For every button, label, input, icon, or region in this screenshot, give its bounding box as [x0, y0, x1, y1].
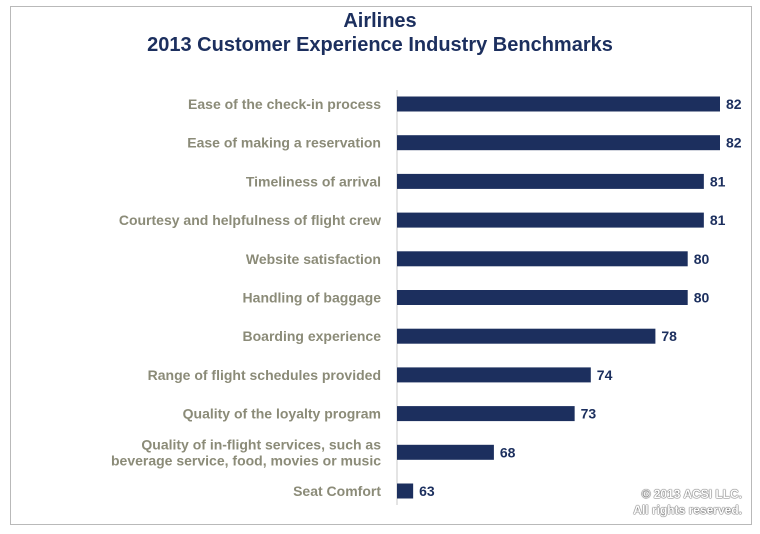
value-label: 74: [597, 367, 613, 383]
value-label: 78: [661, 328, 677, 344]
copyright-watermark: © 2013 ACSI LLC. All rights reserved.: [633, 486, 742, 518]
value-label: 73: [581, 406, 597, 422]
category-label: Handling of baggage: [243, 290, 382, 306]
value-labels-group: 82 82 81 81 80 80 78 74 73 68 63: [419, 96, 742, 499]
copyright-line-1: © 2013 ACSI LLC.: [641, 487, 742, 501]
bar: [397, 328, 656, 344]
bar: [397, 444, 494, 460]
bar: [397, 96, 720, 112]
category-label-line: Website satisfaction: [246, 251, 381, 267]
category-label: Quality of in-flight services, such as be…: [111, 436, 381, 468]
value-label: 81: [710, 212, 726, 228]
chart-subtitle: 2013 Customer Experience Industry Benchm…: [147, 34, 613, 56]
category-label-line: Ease of making a reservation: [187, 135, 381, 151]
bar: [397, 367, 591, 383]
value-label: 80: [694, 251, 710, 267]
bar: [397, 290, 688, 305]
value-label: 68: [500, 444, 516, 460]
category-label: Quality of the loyalty program: [183, 406, 381, 422]
category-label-line: Handling of baggage: [243, 290, 382, 306]
bar: [397, 483, 414, 499]
copyright-line-2: All rights reserved.: [633, 503, 742, 517]
category-label: Courtesy and helpfulness of flight crew: [119, 212, 381, 228]
chart-title: Airlines: [343, 10, 417, 32]
category-label-line: Seat Comfort: [293, 483, 381, 499]
value-label: 81: [710, 173, 726, 189]
bar: [397, 251, 688, 267]
value-label: 63: [419, 483, 435, 499]
category-label-line: Timeliness of arrival: [246, 173, 381, 189]
bar: [397, 135, 720, 151]
category-label-line: Ease of the check-in process: [188, 96, 381, 112]
category-label: Boarding experience: [243, 328, 382, 344]
category-label-line: Quality of in-flight services, such as: [141, 436, 381, 452]
category-label: Range of flight schedules provided: [148, 367, 381, 383]
category-label-line: Courtesy and helpfulness of flight crew: [119, 212, 381, 228]
value-label: 80: [694, 290, 710, 306]
bar: [397, 173, 704, 189]
category-label: Seat Comfort: [293, 483, 381, 499]
bar: [397, 212, 704, 228]
bar: [397, 406, 575, 422]
category-label-line: Quality of the loyalty program: [183, 406, 381, 422]
bars-group: [397, 96, 720, 499]
category-label: Ease of the check-in process: [188, 96, 381, 112]
category-label: Ease of making a reservation: [187, 135, 381, 151]
value-label: 82: [726, 96, 742, 112]
category-label-line: Boarding experience: [243, 328, 382, 344]
category-label: Website satisfaction: [246, 251, 381, 267]
category-label: Timeliness of arrival: [246, 173, 381, 189]
category-label-line: beverage service, food, movies or music: [111, 452, 381, 468]
category-label-line: Range of flight schedules provided: [148, 367, 381, 383]
value-label: 82: [726, 135, 742, 151]
category-labels-group: Ease of the check-in process Ease of maki…: [111, 96, 381, 499]
